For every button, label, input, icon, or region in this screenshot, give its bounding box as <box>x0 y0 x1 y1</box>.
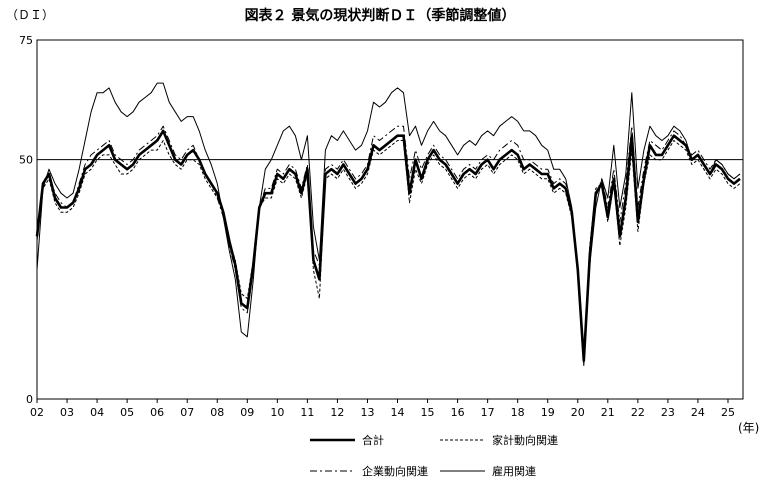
x-tick-label: 19 <box>541 406 555 419</box>
chart-title: 図表２ 景気の現状判断ＤＩ（季節調整値） <box>245 7 516 24</box>
x-tick-label: 15 <box>421 406 435 419</box>
x-tick-label: 10 <box>270 406 284 419</box>
x-tick-label: 03 <box>60 406 74 419</box>
x-tick-label: 21 <box>601 406 615 419</box>
x-tick-label: 06 <box>150 406 164 419</box>
x-tick-label: 23 <box>661 406 675 419</box>
x-tick-label: 24 <box>691 406 705 419</box>
series-line-thin <box>36 82 741 366</box>
x-tick-label: 07 <box>180 406 194 419</box>
legend-label: 企業動向関連 <box>362 464 428 478</box>
y-tick-label: 0 <box>26 393 33 406</box>
series-line-dashdot <box>36 125 741 352</box>
x-tick-label: 02 <box>30 406 44 419</box>
y-tick-label: 75 <box>19 34 33 47</box>
legend-label: 合計 <box>362 433 384 447</box>
x-tick-label: 13 <box>360 406 374 419</box>
y-axis-unit: （ＤＩ） <box>6 8 54 22</box>
x-tick-label: 14 <box>391 406 405 419</box>
plot-area <box>36 39 744 400</box>
series-line-dashed <box>36 140 741 357</box>
x-tick-label: 20 <box>571 406 585 419</box>
x-axis-ticks: 02 03 04 05 06 07 08 09 10 11 12 13 14 15 16 17 18 19 20 21… <box>30 399 735 419</box>
x-tick-label: 22 <box>631 406 645 419</box>
x-tick-label: 05 <box>120 406 134 419</box>
x-tick-label: 04 <box>90 406 104 419</box>
x-tick-label: 11 <box>300 406 314 419</box>
legend-label: 雇用関連 <box>492 464 536 478</box>
x-tick-label: 09 <box>240 406 254 419</box>
y-tick-label: 50 <box>19 154 33 167</box>
x-tick-label: 25 <box>721 406 735 419</box>
series-group <box>35 82 741 366</box>
x-tick-label: 12 <box>330 406 344 419</box>
x-tick-label: 08 <box>210 406 224 419</box>
series-line-thick <box>35 129 741 362</box>
y-axis-ticks: 0 50 75 <box>19 34 33 406</box>
x-tick-label: 16 <box>451 406 465 419</box>
legend-label: 家計動向関連 <box>492 433 558 447</box>
x-tick-label: 17 <box>481 406 495 419</box>
x-tick-label: 18 <box>511 406 525 419</box>
x-axis-unit: (年) <box>738 421 759 435</box>
